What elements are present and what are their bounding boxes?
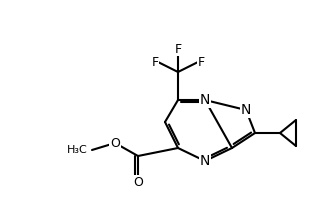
Text: O: O — [133, 175, 143, 189]
Text: N: N — [241, 103, 251, 117]
Text: N: N — [200, 154, 210, 168]
Text: F: F — [151, 56, 159, 68]
Text: F: F — [197, 56, 204, 68]
Text: O: O — [110, 136, 120, 150]
Text: H₃C: H₃C — [67, 145, 88, 155]
Text: F: F — [175, 43, 182, 56]
Text: N: N — [200, 93, 210, 107]
